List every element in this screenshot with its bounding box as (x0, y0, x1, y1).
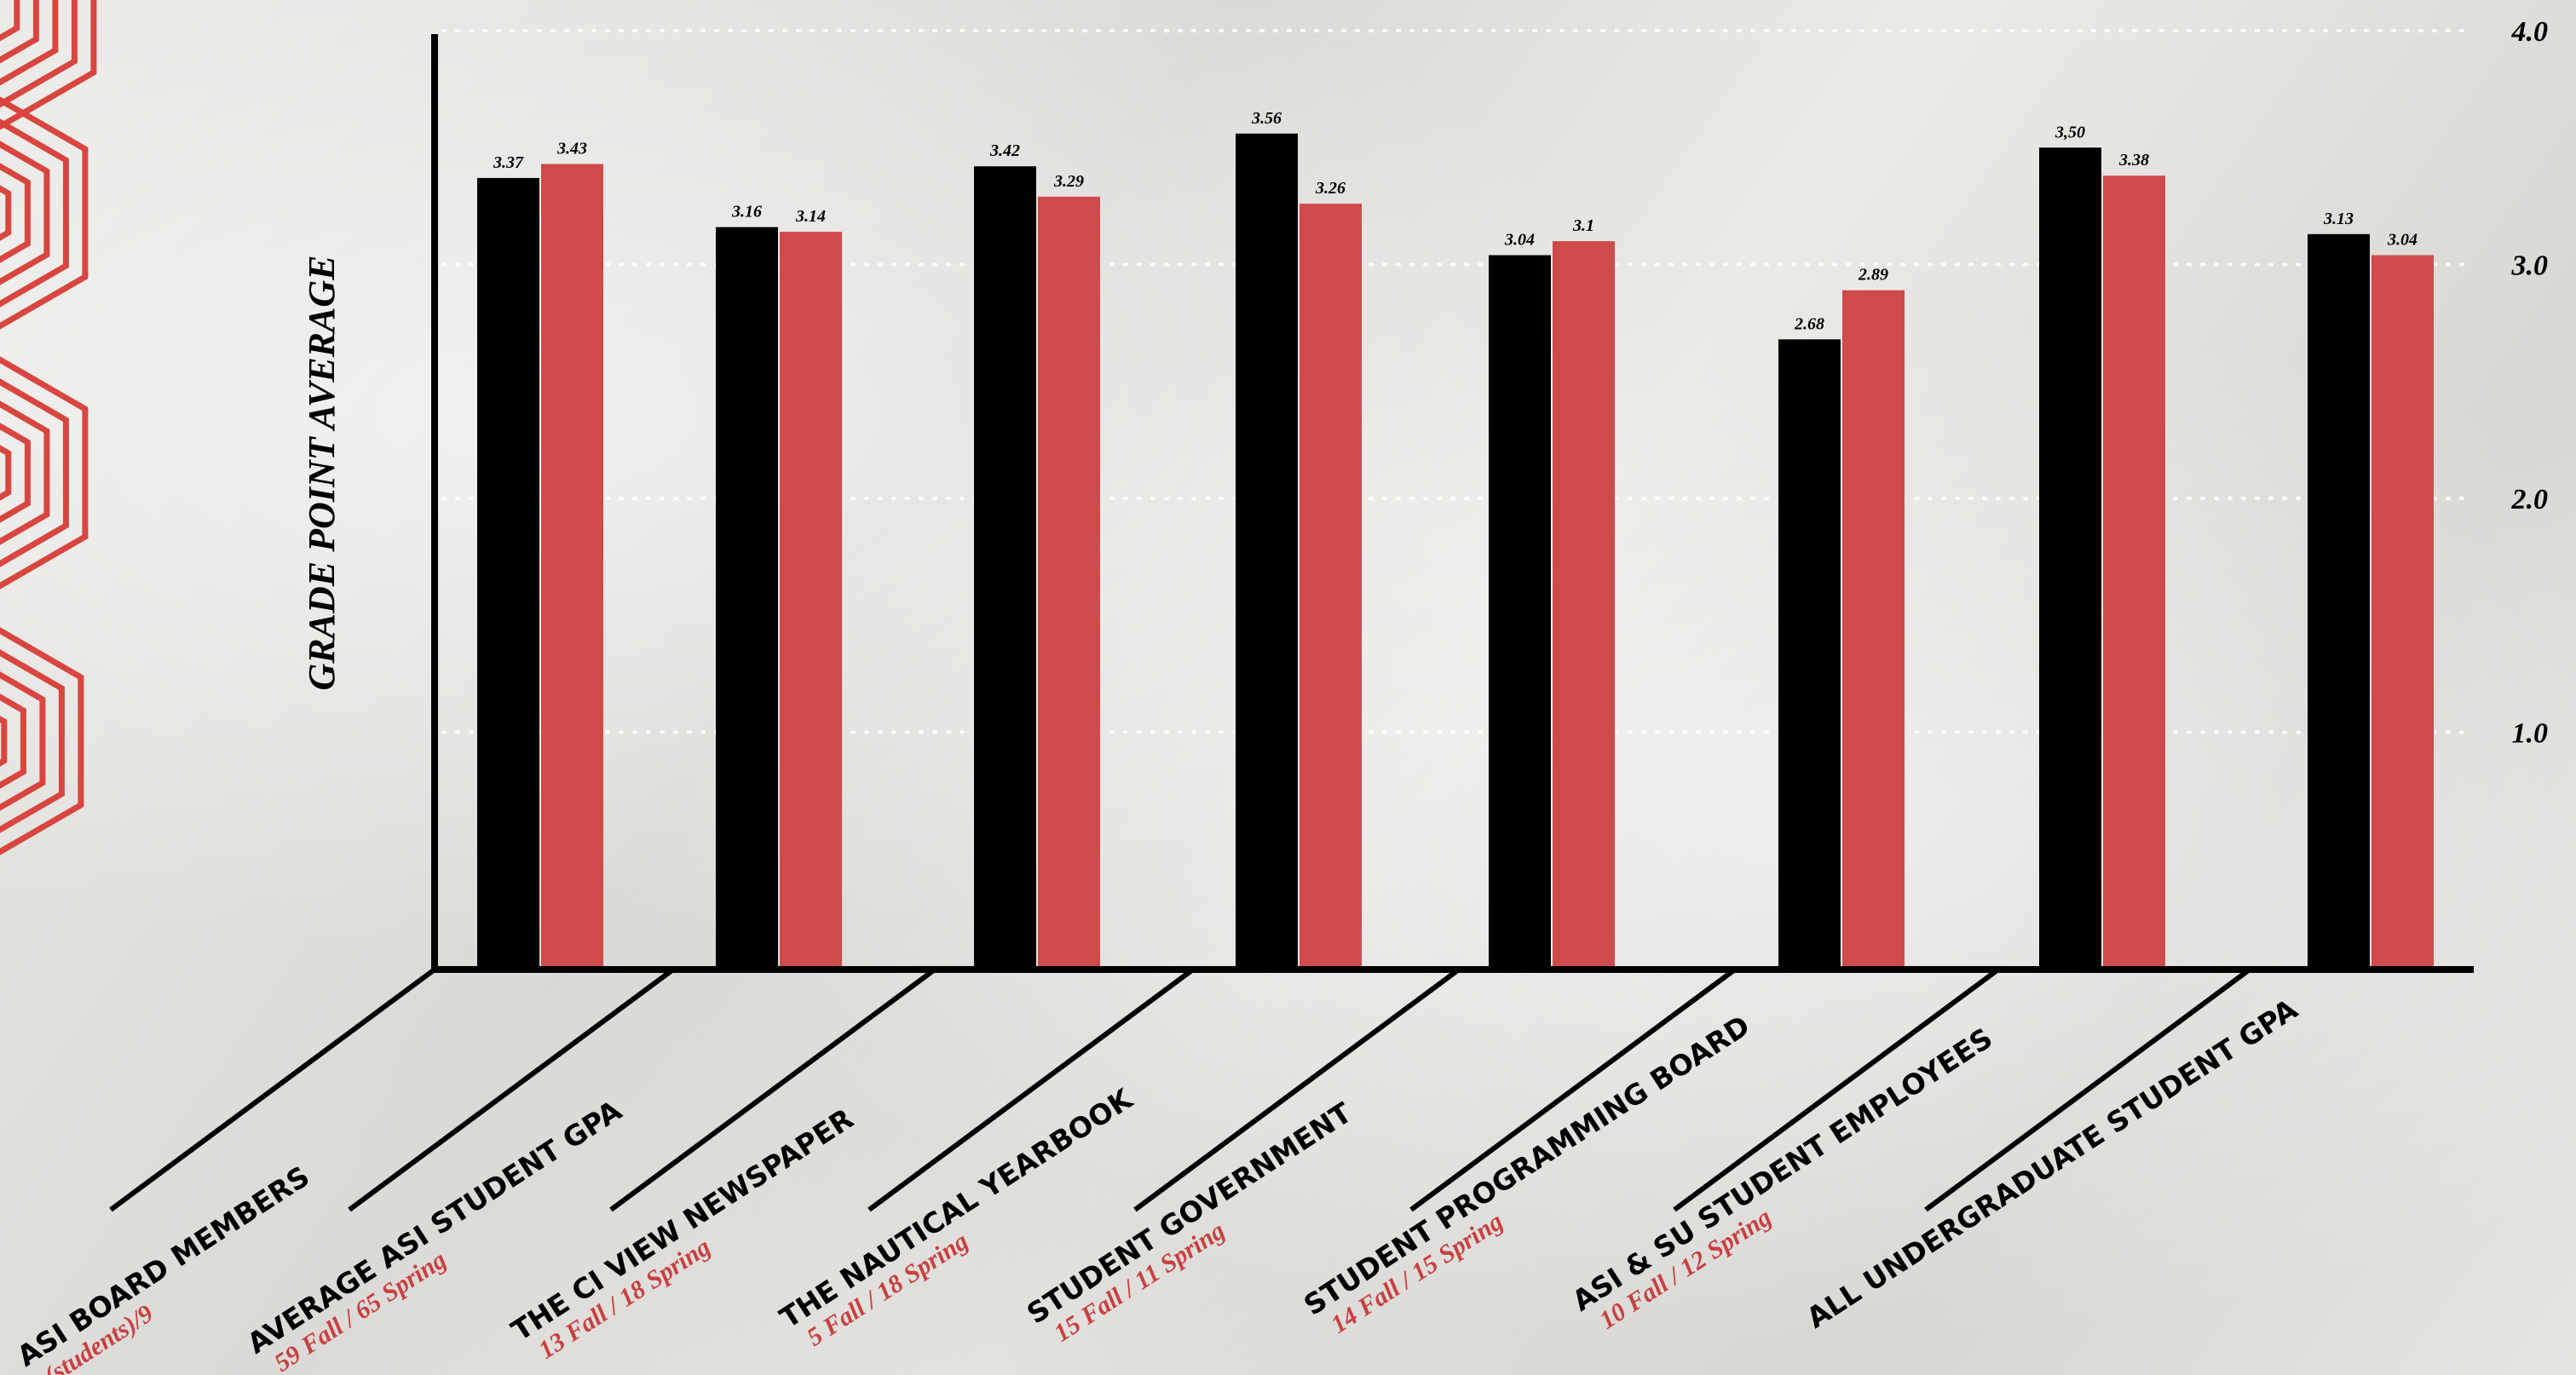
hexagon-shape (0, 627, 84, 855)
bar-value-label: 3.56 (1251, 109, 1282, 128)
bar-black-4 (1489, 255, 1551, 966)
y-axis-label: GRADE POINT AVERAGE (301, 256, 343, 691)
bar-red-7 (2371, 255, 2434, 966)
bar-value-label: 3.37 (493, 153, 524, 172)
bar-black-7 (2308, 233, 2370, 966)
hexagon-shape (0, 163, 31, 263)
data-labels: 3.37 3.43 3.16 3.14 3.42 3.29 3.56 3.26 3.04 3.1 2… (493, 109, 2418, 334)
category-divider (109, 967, 436, 1212)
bar-value-label: 2.89 (1858, 266, 1888, 285)
bar-value-label: 3.14 (795, 207, 826, 226)
bar-value-label: 3.43 (556, 139, 587, 158)
y-axis-ticks: 1.0 2.0 3.0 4.0 (2511, 16, 2549, 750)
category-divider (348, 967, 675, 1212)
hexagon-shape (0, 185, 12, 241)
category-divider (1673, 967, 2000, 1212)
bar-value-label: 3.04 (1504, 231, 1535, 250)
category-divider (1133, 967, 1461, 1212)
bar-red-0 (541, 164, 603, 967)
hexagon-shape (0, 0, 20, 42)
bar-black-1 (716, 227, 778, 967)
bar-value-label: 3.16 (731, 203, 762, 221)
hexagon-shape (0, 378, 69, 567)
hexagon-decoration (0, 0, 97, 855)
category-dividers (109, 967, 2251, 1212)
bar-red-2 (1038, 196, 1100, 966)
category-divider (1924, 967, 2251, 1212)
hexagon-shape (0, 96, 89, 330)
bar-value-label: 3.38 (2118, 151, 2149, 170)
bar-black-0 (477, 177, 539, 966)
hexagon-shape (0, 445, 12, 501)
bar-black-3 (1236, 133, 1298, 966)
y-tick-label: 3.0 (2511, 250, 2549, 282)
y-tick-label: 1.0 (2512, 718, 2549, 750)
category-label: ALL UNDERGRADUATE STUDENT GPA (1801, 992, 2303, 1334)
bar-value-label: 3.42 (989, 141, 1020, 160)
y-tick-label: 2.0 (2511, 484, 2549, 515)
category-divider (609, 967, 936, 1212)
bar-red-5 (1842, 290, 1905, 966)
y-tick-label: 4.0 (2511, 16, 2549, 48)
hexagon-shape (0, 141, 50, 285)
bars (477, 133, 2434, 967)
hexagon-shape (0, 671, 46, 811)
category-divider (867, 967, 1195, 1212)
bar-value-label: 3.29 (1053, 172, 1084, 191)
hexagon-shape (0, 423, 31, 523)
bar-black-6 (2039, 147, 2101, 966)
hexagon-shape (0, 400, 50, 545)
category-divider (1409, 967, 1737, 1212)
bar-value-label: 3,50 (2054, 123, 2085, 141)
category-label: ASI & SU STUDENT EMPLOYEES (1566, 1021, 1998, 1318)
bar-red-6 (2103, 175, 2165, 966)
bar-value-label: 3.1 (1572, 216, 1594, 235)
hexagon-shape (0, 716, 8, 767)
hexagon-shape (0, 649, 65, 833)
bar-value-label: 3.04 (2387, 231, 2418, 250)
bar-red-1 (780, 232, 842, 966)
bar-value-label: 3.13 (2323, 210, 2354, 228)
bar-red-4 (1553, 241, 1615, 966)
hexagon-shape (0, 118, 69, 308)
bar-black-5 (1778, 339, 1841, 967)
hexagon-shape (0, 693, 26, 789)
bar-black-2 (974, 166, 1036, 966)
bar-value-label: 2.68 (1794, 314, 1824, 333)
category-label-group: ALL UNDERGRADUATE STUDENT GPA (1801, 992, 2303, 1334)
bar-value-label: 3.26 (1315, 179, 1346, 198)
hexagon-shape (0, 356, 89, 590)
bar-red-3 (1300, 204, 1362, 966)
